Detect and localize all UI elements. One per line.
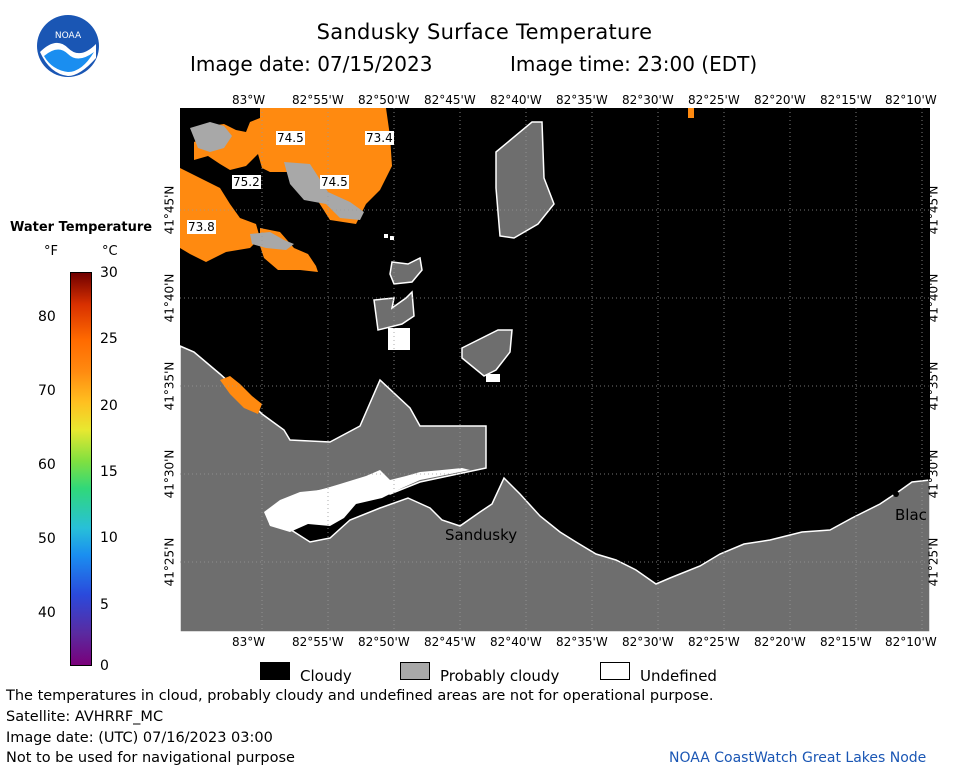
footer-satellite: Satellite: AVHRRF_MC bbox=[6, 709, 164, 725]
temp-label: 73.8 bbox=[187, 220, 216, 234]
noaa-logo-text: NOAA bbox=[55, 31, 82, 41]
right-lat-tick: 41°30'N bbox=[926, 449, 941, 499]
top-lon-tick: 82°10'W bbox=[885, 93, 937, 107]
top-lon-tick: 82°35'W bbox=[556, 93, 608, 107]
bottom-lon-tick: 82°55'W bbox=[292, 635, 344, 649]
undefined-shoreline bbox=[264, 468, 470, 532]
bottom-lon-tick: 82°15'W bbox=[820, 635, 872, 649]
map-area bbox=[179, 108, 931, 633]
right-lat-tick: 41°25'N bbox=[926, 537, 941, 587]
left-lat-tick: 41°45'N bbox=[162, 185, 177, 235]
place-label-sandusky: Sandusky bbox=[445, 526, 518, 544]
colorbar-c-tick: 20 bbox=[100, 398, 118, 414]
bottom-lon-tick: 82°35'W bbox=[556, 635, 608, 649]
colorbar-c-tick: 30 bbox=[100, 265, 118, 281]
probably-cloudy-patch bbox=[284, 162, 364, 220]
footer-navigation-warning: Not to be used for navigational purpose bbox=[6, 750, 295, 766]
land-probably-cloudy bbox=[179, 344, 931, 633]
left-lat-tick: 41°25'N bbox=[162, 537, 177, 587]
footer-disclaimer: The temperatures in cloud, probably clou… bbox=[6, 688, 714, 704]
city-marker bbox=[893, 491, 899, 497]
top-lon-tick: 82°50'W bbox=[358, 93, 410, 107]
colorbar-f-tick: 70 bbox=[38, 383, 56, 399]
temp-label: 75.2 bbox=[232, 175, 261, 189]
bottom-lon-tick: 83°W bbox=[232, 635, 266, 649]
colorbar-f-tick: 40 bbox=[38, 605, 56, 621]
colorbar-c-tick: 15 bbox=[100, 464, 118, 480]
legend-swatch-undefined bbox=[600, 662, 630, 680]
warm-water-shore bbox=[220, 376, 262, 414]
colorbar-unit-c: °C bbox=[102, 244, 118, 259]
temp-label: 74.5 bbox=[320, 175, 349, 189]
colorbar-c-tick: 10 bbox=[100, 530, 118, 546]
temp-label: 74.5 bbox=[276, 131, 305, 145]
probably-cloudy-patch bbox=[250, 232, 294, 250]
legend-swatch-probably-cloudy bbox=[400, 662, 430, 680]
colorbar-unit-f: °F bbox=[44, 244, 58, 259]
colorbar-c-tick: 0 bbox=[100, 658, 109, 674]
top-lon-tick: 82°30'W bbox=[622, 93, 674, 107]
colorbar-f-tick: 50 bbox=[38, 531, 56, 547]
top-lon-tick: 82°55'W bbox=[292, 93, 344, 107]
image-date-label: Image date: 07/15/2023 bbox=[190, 52, 433, 76]
bottom-lon-tick: 82°30'W bbox=[622, 635, 674, 649]
left-lat-tick: 41°35'N bbox=[162, 361, 177, 411]
top-lon-tick: 82°15'W bbox=[820, 93, 872, 107]
top-lon-tick: 82°45'W bbox=[424, 93, 476, 107]
legend-label-probably-cloudy: Probably cloudy bbox=[440, 667, 560, 685]
probably-cloudy-patch bbox=[190, 122, 232, 152]
island-probably-cloudy bbox=[373, 290, 415, 331]
island-probably-cloudy bbox=[461, 329, 513, 377]
undefined-patch bbox=[390, 236, 394, 240]
left-lat-tick: 41°30'N bbox=[162, 449, 177, 499]
colorbar-c-tick: 5 bbox=[100, 597, 109, 613]
warm-water-region-2 bbox=[180, 168, 260, 262]
colorbar-f-tick: 80 bbox=[38, 309, 56, 325]
sst-map bbox=[179, 108, 931, 633]
legend-swatch-cloudy bbox=[260, 662, 290, 680]
place-label-blac: Blac bbox=[895, 506, 927, 524]
colorbar-c-tick: 25 bbox=[100, 331, 118, 347]
undefined-patch bbox=[384, 234, 388, 238]
right-lat-tick: 41°35'N bbox=[926, 361, 941, 411]
island-probably-cloudy bbox=[495, 121, 555, 239]
top-lon-tick: 82°40'W bbox=[490, 93, 542, 107]
left-lat-tick: 41°40'N bbox=[162, 273, 177, 323]
warm-water-pixel bbox=[688, 108, 694, 118]
undefined-patch bbox=[486, 374, 500, 382]
page-title: Sandusky Surface Temperature bbox=[316, 20, 653, 44]
colorbar-f-tick: 60 bbox=[38, 457, 56, 473]
bottom-lon-tick: 82°45'W bbox=[424, 635, 476, 649]
noaa-logo: NOAA bbox=[36, 14, 100, 78]
graticule bbox=[180, 108, 930, 632]
legend-label-cloudy: Cloudy bbox=[300, 667, 352, 685]
bottom-lon-tick: 82°40'W bbox=[490, 635, 542, 649]
right-lat-tick: 41°40'N bbox=[926, 273, 941, 323]
undefined-patch bbox=[388, 328, 410, 350]
colorbar-title: Water Temperature bbox=[10, 220, 153, 235]
footer-utc-date: Image date: (UTC) 07/16/2023 03:00 bbox=[6, 730, 273, 746]
temp-label: 73.4 bbox=[365, 131, 394, 145]
legend-label-undefined: Undefined bbox=[640, 667, 717, 685]
image-time-label: Image time: 23:00 (EDT) bbox=[510, 52, 758, 76]
top-lon-tick: 82°25'W bbox=[688, 93, 740, 107]
bottom-lon-tick: 82°50'W bbox=[358, 635, 410, 649]
bottom-lon-tick: 82°10'W bbox=[885, 635, 937, 649]
right-lat-tick: 41°45'N bbox=[926, 185, 941, 235]
bottom-lon-tick: 82°20'W bbox=[754, 635, 806, 649]
island-probably-cloudy bbox=[389, 256, 423, 285]
top-lon-tick: 83°W bbox=[232, 93, 266, 107]
colorbar bbox=[70, 272, 92, 666]
bottom-lon-tick: 82°25'W bbox=[688, 635, 740, 649]
credit-label: NOAA CoastWatch Great Lakes Node bbox=[669, 750, 927, 766]
top-lon-tick: 82°20'W bbox=[754, 93, 806, 107]
